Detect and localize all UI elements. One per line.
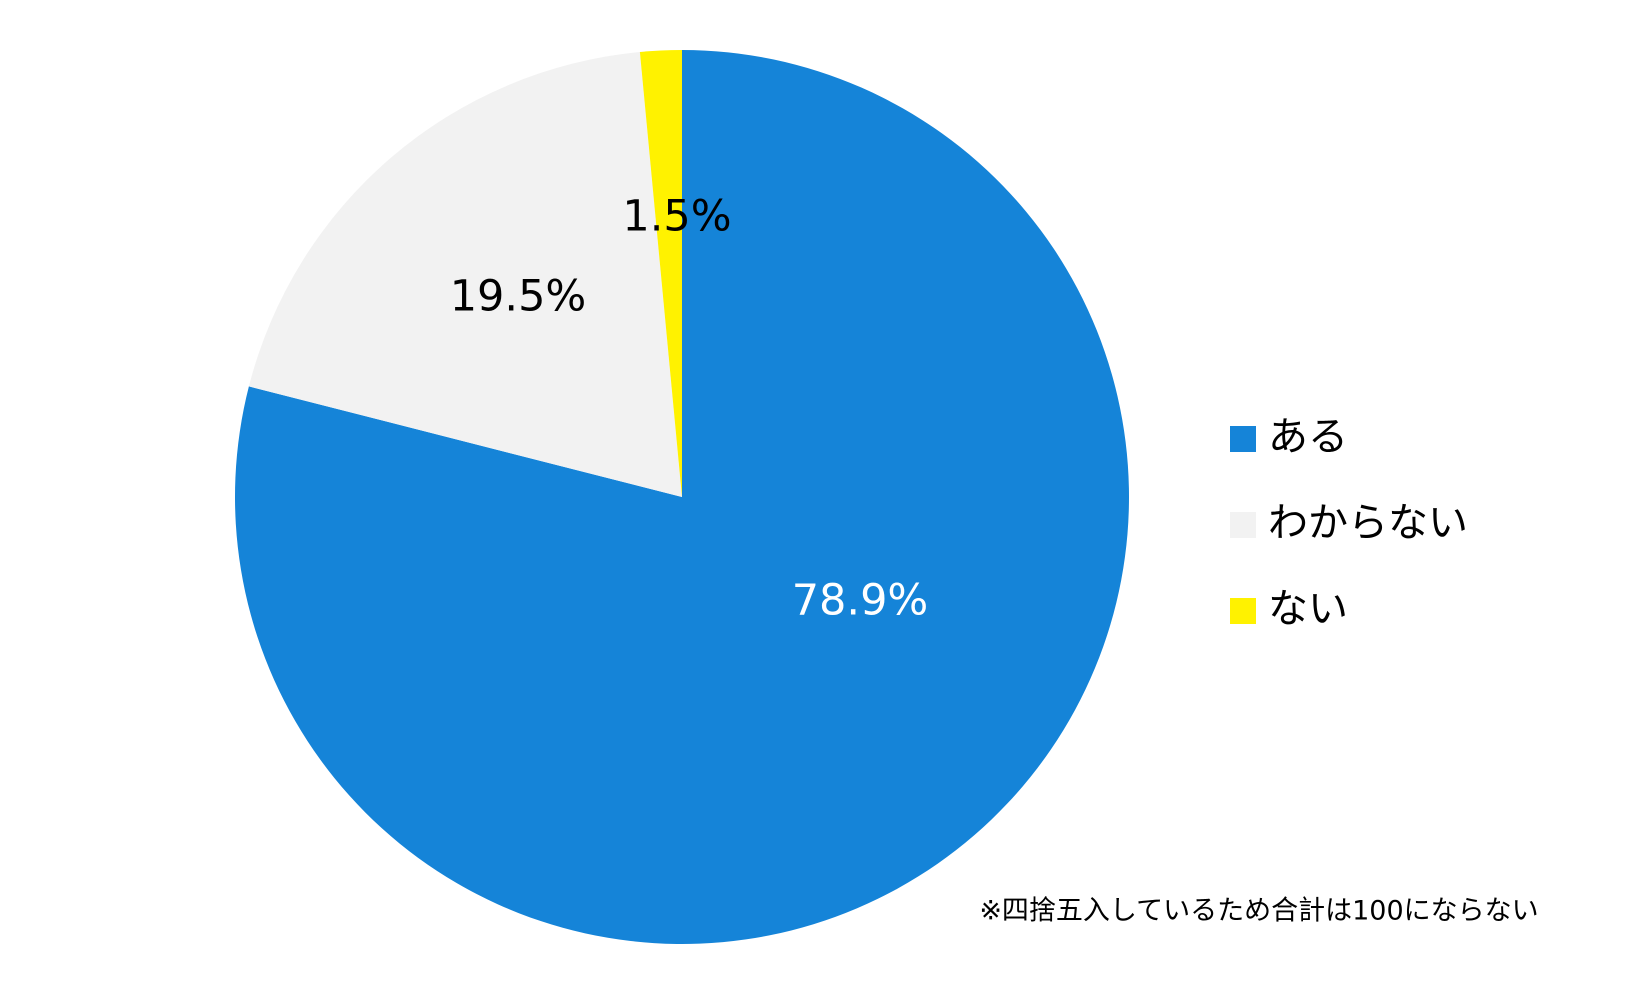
pie-slice [248,51,682,498]
data-label: 1.5% [622,192,731,242]
legend-label: ある [1268,414,1348,460]
data-label: 78.9% [792,576,929,626]
legend-label: わからない [1268,500,1468,546]
pie-slice [639,50,682,497]
legend-swatch [1230,598,1256,624]
data-label: 19.5% [450,272,587,322]
legend-label: ない [1268,586,1348,632]
footnote: ※四捨五入しているため合計は100にならない [979,896,1538,927]
legend-swatch [1230,426,1256,452]
legend-swatch [1230,512,1256,538]
pie-slice [235,50,1130,945]
